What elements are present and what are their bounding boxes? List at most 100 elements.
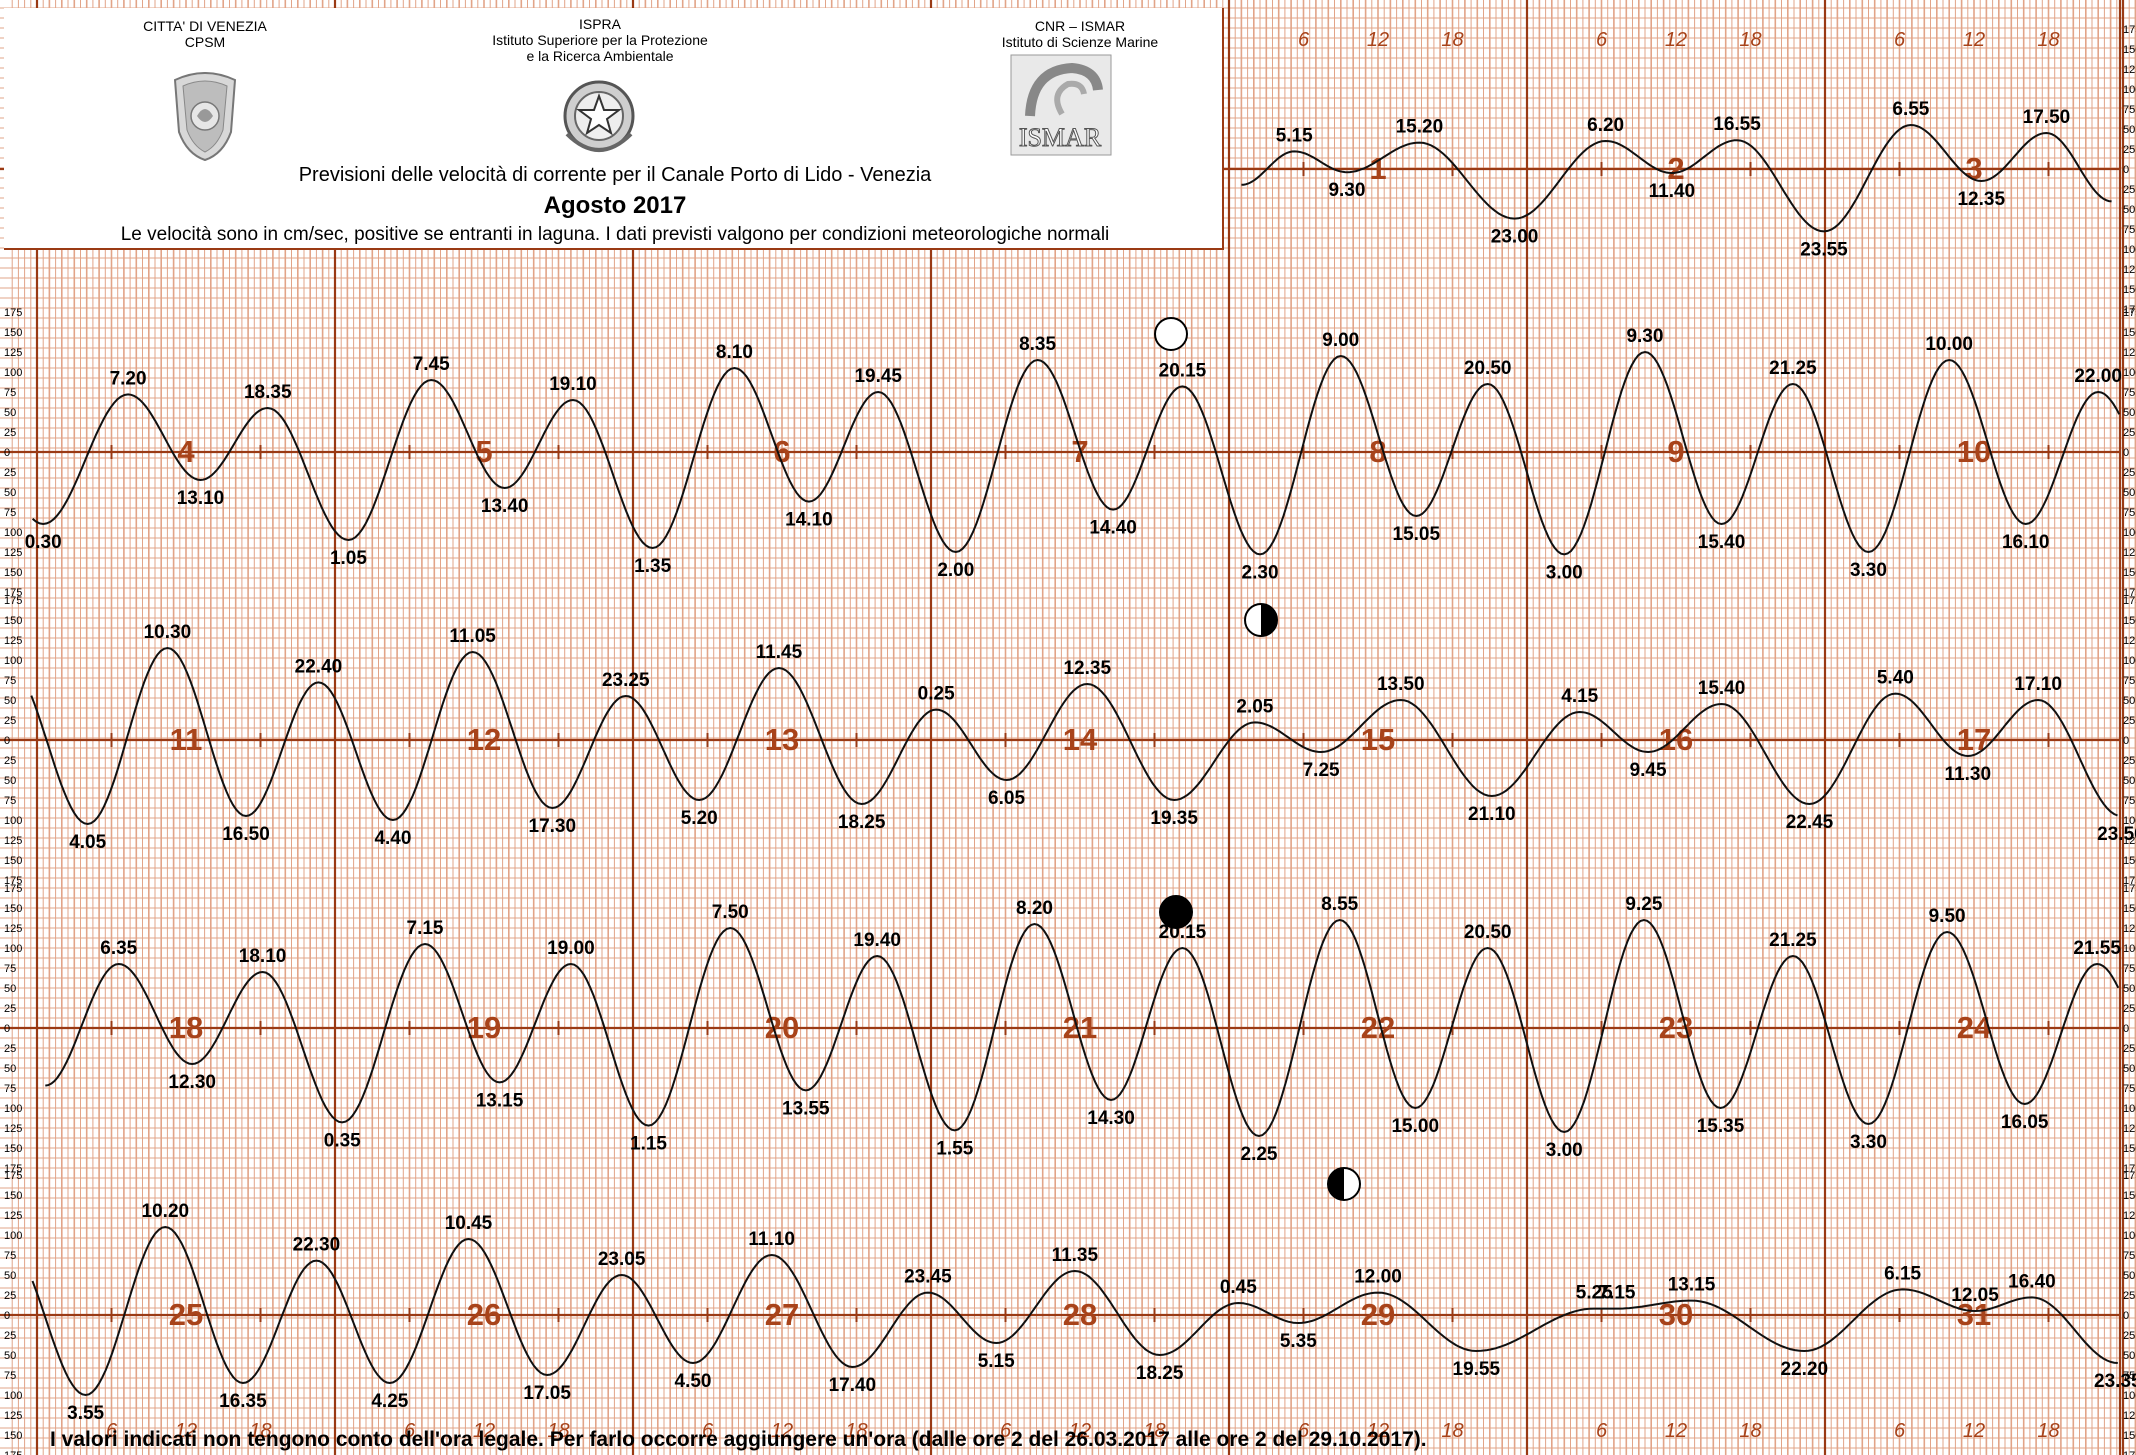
extreme-time-label: 15.05 [1393, 524, 1441, 545]
extreme-time-label: 16.40 [2008, 1271, 2056, 1292]
chart-note: Le velocità sono in cm/sec, positive se … [120, 224, 1110, 245]
y-tick-label: 100 [2123, 815, 2136, 827]
extreme-time-label: 17.30 [529, 816, 577, 837]
hour-tick-label: 12 [1367, 29, 1389, 51]
institution-ispra-line2: Istituto Superiore per la Protezione [492, 32, 708, 48]
extreme-time-label: 23.50 [2097, 824, 2136, 845]
extreme-time-label: 16.35 [219, 1391, 267, 1412]
day-number-label: 10 [1957, 434, 1991, 469]
day-number-label: 2 [1667, 151, 1684, 186]
y-tick-label: 100 [4, 655, 22, 667]
extreme-time-label: 3.55 [67, 1403, 104, 1424]
extreme-time-label: 6.35 [100, 938, 137, 959]
y-tick-label: 150 [2123, 44, 2136, 56]
extreme-time-label: 20.50 [1464, 358, 1512, 379]
y-tick-label: 150 [4, 903, 22, 915]
y-tick-label: 100 [4, 1230, 22, 1242]
day-number-label: 31 [1957, 1297, 1991, 1332]
y-tick-label: 125 [4, 1123, 22, 1135]
y-tick-label: 125 [2123, 347, 2136, 359]
extreme-time-label: 5.40 [1877, 668, 1914, 689]
extreme-time-label: 14.30 [1087, 1108, 1135, 1129]
y-tick-label: 150 [4, 1143, 22, 1155]
day-number-label: 15 [1361, 722, 1395, 757]
day-number-label: 14 [1063, 722, 1098, 757]
y-tick-label: 125 [4, 347, 22, 359]
hour-tick-label: 12 [1665, 29, 1687, 51]
y-tick-label: 75 [2123, 675, 2135, 687]
y-tick-label: 150 [2123, 567, 2136, 579]
current-curve-row-1 [1241, 123, 2112, 233]
extreme-time-label: 21.55 [2073, 938, 2121, 959]
y-tick-label: 100 [2123, 244, 2136, 256]
institution-ispra-line3: e la Ricerca Ambientale [526, 48, 674, 64]
hour-tick-label: 6 [1894, 1420, 1906, 1442]
extreme-time-label: 13.10 [177, 488, 225, 509]
y-tick-label: 175 [2123, 595, 2136, 607]
day-number-label: 9 [1667, 434, 1684, 469]
y-tick-label: 50 [4, 1063, 16, 1075]
y-tick-label: 100 [2123, 655, 2136, 667]
y-tick-label: 50 [4, 983, 16, 995]
extreme-time-label: 11.05 [449, 626, 496, 647]
hour-tick-label: 18 [1441, 29, 1463, 51]
y-tick-label: 75 [2123, 224, 2135, 236]
hour-tick-label: 6 [404, 1420, 416, 1442]
y-tick-label: 75 [4, 963, 16, 975]
y-tick-label: 50 [4, 1270, 16, 1282]
extreme-time-label: 1.15 [630, 1134, 667, 1155]
extreme-time-label: 21.25 [1769, 358, 1817, 379]
full-moon-icon [1154, 317, 1188, 351]
y-tick-label: 25 [2123, 184, 2135, 196]
y-tick-label: 100 [4, 943, 22, 955]
y-tick-label: 100 [2123, 943, 2136, 955]
extreme-time-label: 11.10 [748, 1229, 795, 1250]
y-tick-label: 100 [2123, 1390, 2136, 1402]
hour-tick-label: 18 [249, 1420, 271, 1442]
extreme-time-label: 12.30 [168, 1072, 216, 1093]
y-tick-label: 175 [4, 595, 22, 607]
y-tick-label: 100 [4, 815, 22, 827]
extreme-time-label: 5.15 [978, 1351, 1015, 1372]
y-tick-label: 150 [4, 567, 22, 579]
extreme-time-label: 12.05 [1951, 1285, 1999, 1306]
extreme-time-label: 7.15 [1599, 1283, 1636, 1304]
y-tick-label: 125 [4, 835, 22, 847]
extreme-time-label: 22.40 [295, 656, 343, 677]
extreme-time-label: 8.20 [1016, 898, 1053, 919]
y-tick-label: 100 [4, 1103, 22, 1115]
extreme-time-label: 3.00 [1546, 562, 1583, 583]
y-tick-label: 0 [2123, 735, 2129, 747]
extreme-time-label: 13.40 [481, 496, 529, 517]
y-tick-label: 50 [4, 1350, 16, 1362]
extreme-time-label: 15.20 [1396, 117, 1444, 138]
hour-tick-label: 18 [1739, 29, 1761, 51]
y-tick-label: 175 [2123, 883, 2136, 895]
extreme-time-label: 15.00 [1391, 1116, 1439, 1137]
y-tick-label: 50 [4, 775, 16, 787]
extreme-time-label: 10.30 [144, 622, 192, 643]
hour-tick-label: 12 [1367, 1420, 1389, 1442]
hour-tick-label: 12 [473, 1420, 495, 1442]
y-tick-label: 125 [2123, 835, 2136, 847]
y-tick-label: 100 [2123, 527, 2136, 539]
y-tick-label: 175 [2123, 1163, 2136, 1175]
hour-tick-label: 12 [175, 1420, 197, 1442]
hour-tick-label: 12 [1665, 1420, 1687, 1442]
y-tick-label: 175 [2123, 304, 2136, 316]
y-tick-label: 25 [4, 755, 16, 767]
institution-ismar-name: CNR – ISMAR [1034, 18, 1126, 34]
institution-venezia: CITTA' DI VENEZIA CPSM [95, 18, 315, 50]
extreme-time-label: 16.10 [2002, 532, 2050, 553]
venezia-crest-logo [165, 72, 245, 167]
extreme-time-label: 11.35 [1052, 1245, 1099, 1266]
y-tick-label: 0 [2123, 1310, 2129, 1322]
y-tick-label: 125 [2123, 264, 2136, 276]
extreme-time-label: 20.15 [1159, 360, 1207, 381]
extreme-time-label: 7.50 [712, 902, 749, 923]
extreme-time-label: 3.30 [1850, 1132, 1887, 1153]
extreme-time-label: 23.35 [2094, 1371, 2136, 1392]
hour-tick-label: 12 [771, 1420, 793, 1442]
